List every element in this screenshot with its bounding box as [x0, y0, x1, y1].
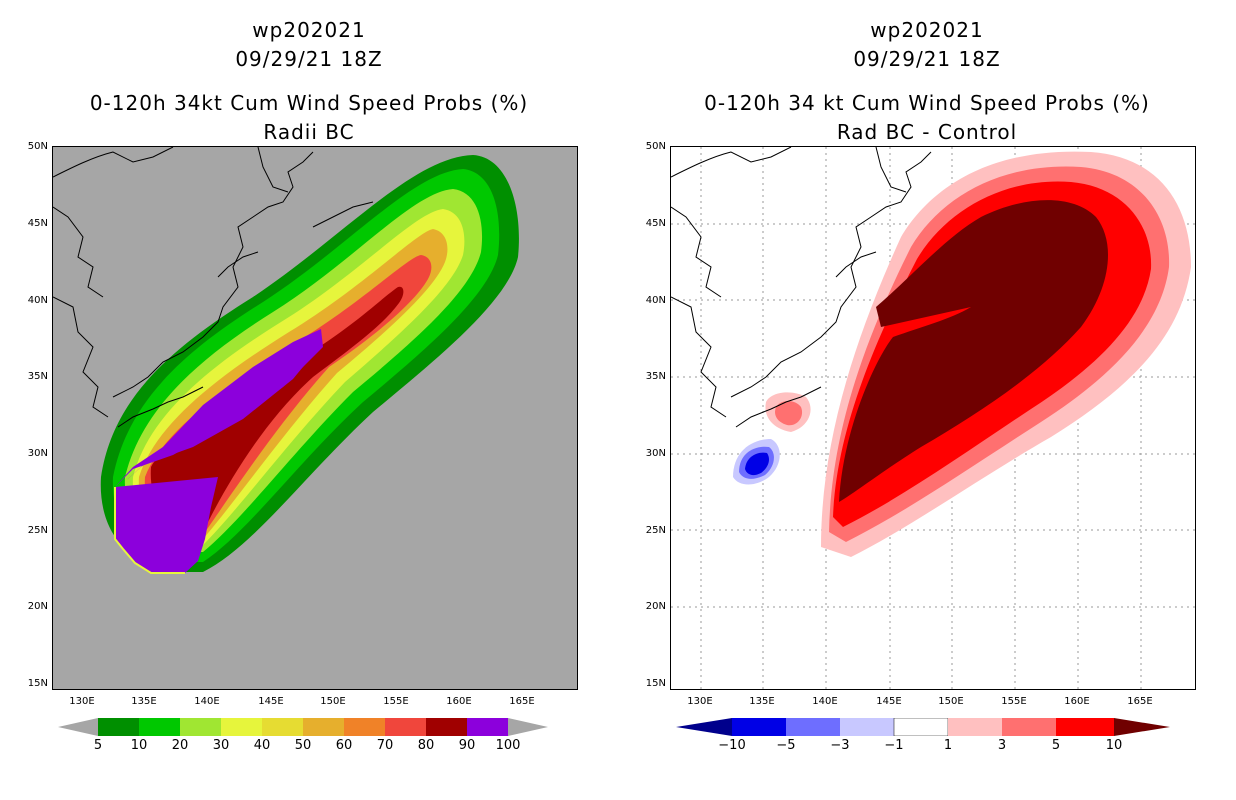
cbar-p3	[1002, 718, 1056, 736]
left-colorbar	[58, 718, 548, 736]
cbar-left-arrow	[58, 718, 98, 736]
lon-label-135e: 135E	[749, 696, 775, 707]
cbar-label-20: 20	[171, 738, 189, 753]
lat-label-20n: 20N	[27, 601, 48, 612]
lat-label-30n: 30N	[27, 448, 48, 459]
cbar-90	[467, 718, 508, 736]
lon-label-145e: 145E	[876, 696, 902, 707]
cbar-40	[262, 718, 303, 736]
cbar-label-90: 90	[458, 738, 476, 753]
product-title: 0-120h 34kt Cum Wind Speed Probs (%)	[89, 91, 529, 115]
band-100-core	[117, 345, 321, 489]
lat-label-30n: 30N	[645, 448, 666, 459]
lat-label-25n: 25N	[645, 525, 666, 536]
cbar-30	[221, 718, 262, 736]
difference-map	[670, 146, 1196, 690]
cbar-label-70: 70	[376, 738, 394, 753]
lat-label-35n: 35N	[645, 371, 666, 382]
diff-band-10	[839, 200, 1108, 502]
datetime-title: 09/29/21 18Z	[235, 47, 383, 71]
cbar-m3	[840, 718, 894, 736]
lon-label-130e: 130E	[687, 696, 713, 707]
lon-label-165e: 165E	[509, 696, 535, 707]
cbar-pos-arrow	[1114, 718, 1170, 736]
cbar-label-30: 30	[212, 738, 230, 753]
cbar-label-5: 5	[93, 738, 103, 753]
lat-label-40n: 40N	[645, 295, 666, 306]
cbar-70	[385, 718, 426, 736]
left-panel: wp202021 09/29/21 18Z 0-120h 34kt Cum Wi…	[27, 18, 578, 753]
cbar-20	[180, 718, 221, 736]
probability-contours	[53, 147, 519, 574]
cbar-label-10: 10	[130, 738, 148, 753]
lon-label-135e: 135E	[131, 696, 157, 707]
lat-label-40n: 40N	[27, 295, 48, 306]
lon-label-150e: 150E	[938, 696, 964, 707]
lat-label-15n: 15N	[27, 678, 48, 689]
lon-label-160e: 160E	[1064, 696, 1090, 707]
lon-label-140e: 140E	[812, 696, 838, 707]
cbar-m10	[732, 718, 786, 736]
cbar-label-m3: −3	[830, 738, 850, 753]
lon-label-155e: 155E	[383, 696, 409, 707]
cbar-label-m10: −10	[718, 738, 746, 753]
lon-label-140e: 140E	[194, 696, 220, 707]
cbar-label-p10: 10	[1105, 738, 1123, 753]
cbar-10	[139, 718, 180, 736]
cbar-50	[303, 718, 344, 736]
cbar-5	[98, 718, 139, 736]
cbar-p5	[1056, 718, 1114, 736]
storm-id-title: wp202021	[252, 18, 366, 42]
diff-neg-5	[745, 452, 769, 476]
lat-label-50n: 50N	[645, 141, 666, 152]
datetime-title: 09/29/21 18Z	[853, 47, 1001, 71]
lon-label-155e: 155E	[1001, 696, 1027, 707]
difference-contours	[671, 147, 1195, 689]
cbar-label-p5: 5	[1051, 738, 1061, 753]
cbar-right-arrow	[508, 718, 548, 736]
lon-label-150e: 150E	[320, 696, 346, 707]
diff-small-3	[775, 401, 803, 426]
lon-label-130e: 130E	[69, 696, 95, 707]
cbar-label-40: 40	[253, 738, 271, 753]
lat-label-35n: 35N	[27, 371, 48, 382]
lat-label-50n: 50N	[27, 141, 48, 152]
product-title: 0-120h 34 kt Cum Wind Speed Probs (%)	[704, 91, 1150, 115]
cbar-60	[344, 718, 385, 736]
lat-label-15n: 15N	[645, 678, 666, 689]
cbar-label-50: 50	[294, 738, 312, 753]
cbar-label-p3: 3	[997, 738, 1007, 753]
lon-label-165e: 165E	[1127, 696, 1153, 707]
lat-label-25n: 25N	[27, 525, 48, 536]
storm-id-title: wp202021	[870, 18, 984, 42]
cbar-m1	[893, 718, 949, 736]
coastline	[671, 147, 932, 428]
product-subtitle: Rad BC - Control	[836, 120, 1018, 144]
cbar-neg-arrow	[676, 718, 732, 736]
cbar-label-60: 60	[335, 738, 353, 753]
right-colorbar	[676, 718, 1170, 736]
probability-map	[52, 146, 578, 690]
band-100-edge	[114, 487, 185, 574]
product-subtitle: Radii BC	[263, 120, 355, 144]
lon-label-160e: 160E	[446, 696, 472, 707]
lat-label-45n: 45N	[27, 218, 48, 229]
cbar-m5	[786, 718, 840, 736]
cbar-label-100: 100	[495, 738, 521, 753]
right-panel: wp202021 09/29/21 18Z 0-120h 34 kt Cum W…	[618, 0, 1236, 800]
lat-label-45n: 45N	[645, 218, 666, 229]
cbar-label-p1: 1	[943, 738, 953, 753]
cbar-label-m5: −5	[776, 738, 796, 753]
cbar-label-80: 80	[417, 738, 435, 753]
cbar-80	[426, 718, 467, 736]
lat-label-20n: 20N	[645, 601, 666, 612]
lon-label-145e: 145E	[258, 696, 284, 707]
coastline	[53, 147, 374, 428]
band-90	[150, 286, 404, 532]
cbar-label-m1: −1	[884, 738, 904, 753]
cbar-p1	[948, 718, 1002, 736]
